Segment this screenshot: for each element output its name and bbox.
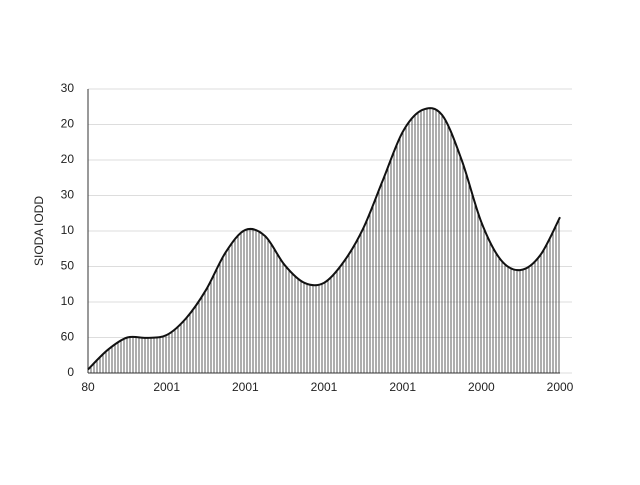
x-tick-label: 2000 xyxy=(547,380,574,394)
x-tick-label: 80 xyxy=(81,380,95,394)
x-tick-label: 2000 xyxy=(468,380,495,394)
y-tick-label: 10 xyxy=(61,294,75,308)
area-fill xyxy=(88,108,560,374)
x-tick-label: 2001 xyxy=(389,380,416,394)
y-tick-label: 20 xyxy=(61,117,75,131)
x-tick-label: 2001 xyxy=(311,380,338,394)
y-tick-label: 50 xyxy=(61,259,75,273)
area-line xyxy=(87,107,561,371)
y-tick-label: 60 xyxy=(61,330,75,344)
y-tick-label: 30 xyxy=(61,81,75,95)
y-tick-label: 30 xyxy=(61,188,75,202)
x-tick-label: 2001 xyxy=(232,380,259,394)
x-tick-label: 2001 xyxy=(153,380,180,394)
y-tick-label: 0 xyxy=(67,365,74,379)
y-axis-label: SIODA IODD xyxy=(32,196,46,266)
y-tick-label: 10 xyxy=(61,223,75,237)
y-tick-label: 20 xyxy=(61,152,75,166)
